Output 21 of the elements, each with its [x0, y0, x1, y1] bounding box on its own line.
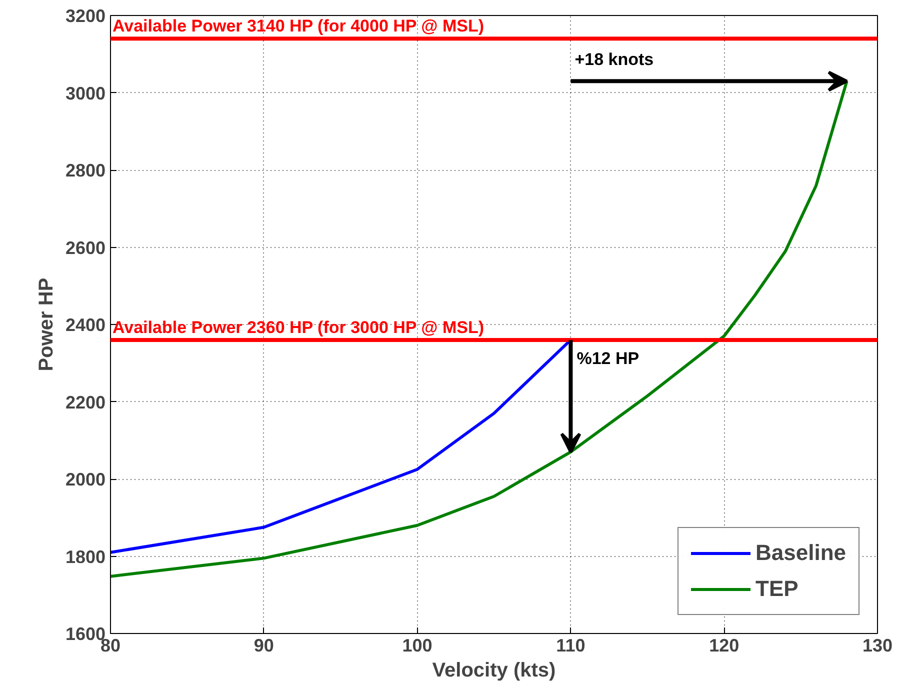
ref-line-label: Available Power 2360 HP (for 3000 HP @ MSL) [112, 318, 484, 337]
y-tick-label: 2800 [65, 160, 106, 180]
y-tick-label: 1800 [65, 546, 106, 567]
x-tick-label: 100 [402, 636, 432, 656]
x-tick-label: 110 [556, 636, 586, 656]
ref-line-label: Available Power 3140 HP (for 4000 HP @ MSL) [112, 16, 484, 36]
x-tick-label: 130 [862, 636, 893, 656]
y-tick-label: 3200 [65, 6, 106, 26]
legend-label: Baseline [756, 540, 846, 566]
legend-label: TEP [756, 576, 798, 602]
x-axis-title: Velocity (kts) [432, 660, 556, 682]
x-tick-label: 90 [254, 636, 274, 656]
annotation: %12 HP [576, 348, 640, 368]
y-tick-label: 2400 [65, 315, 106, 335]
annotation: +18 knots [574, 50, 654, 70]
y-tick-label: 2000 [65, 470, 106, 490]
y-tick-label: 2200 [65, 392, 106, 412]
x-tick-label: 120 [709, 636, 740, 656]
y-tick-label: 2600 [65, 238, 106, 258]
y-axis-title: Power HP [35, 278, 58, 372]
y-tick-label: 3000 [65, 83, 106, 104]
